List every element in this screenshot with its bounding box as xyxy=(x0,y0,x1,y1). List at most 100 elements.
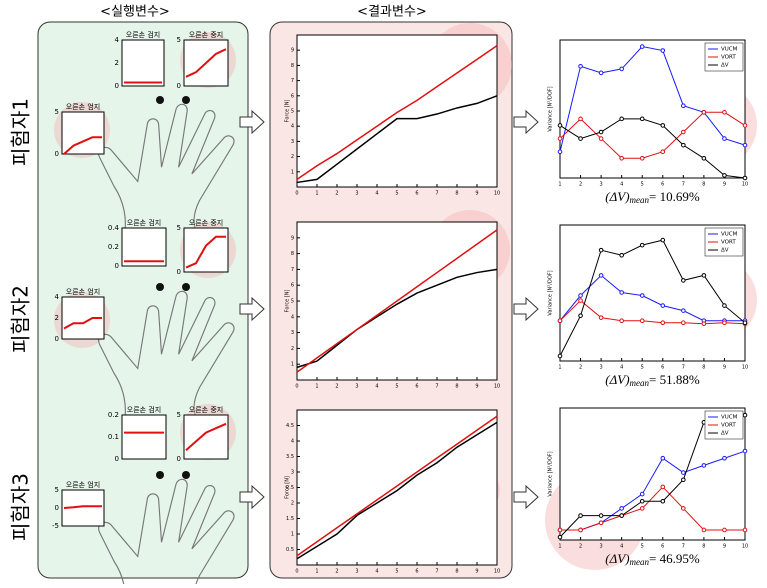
series-marker xyxy=(639,116,645,122)
series-line xyxy=(559,118,746,179)
series-marker xyxy=(701,273,707,278)
x-tick-label: 7 xyxy=(435,191,438,197)
series-marker xyxy=(701,463,707,468)
legend-label: ΔV xyxy=(721,431,729,437)
input-header: <실행변수> xyxy=(100,4,170,20)
series-marker xyxy=(681,103,686,109)
inset-y-tick: 0 xyxy=(55,504,59,512)
content: 피험자1 오른손 엄지 0 5 오른손 검지 0 2 4 오른손 중지 0 5 0 1 2 3 4 5 6 7 8 9 1… xyxy=(9,23,757,588)
x-tick-label: 2 xyxy=(579,544,582,550)
y-tick-label: 7 xyxy=(291,78,294,84)
series-marker xyxy=(742,123,748,128)
legend-label: ΔV xyxy=(721,248,729,254)
series-marker xyxy=(639,293,645,298)
series-marker xyxy=(578,313,583,318)
inset-title: 오른손 검지 xyxy=(126,30,160,39)
y-axis-label: Variance [N²/DOF] xyxy=(548,86,554,131)
series-marker xyxy=(639,155,645,161)
series-marker xyxy=(578,63,583,69)
x-tick-label: 7 xyxy=(682,365,685,371)
inset-y-tick: 0 xyxy=(55,150,59,158)
x-tick-label: 2 xyxy=(579,365,582,371)
y-axis-label: Force [N] xyxy=(285,476,291,499)
inset-frame xyxy=(121,414,167,460)
x-tick-label: 5 xyxy=(641,365,644,371)
series-marker xyxy=(742,412,748,418)
x-tick-label: 4 xyxy=(375,569,378,575)
series-marker xyxy=(701,109,707,115)
caption-sub: mean xyxy=(630,378,650,388)
series-marker xyxy=(578,116,583,122)
series-marker xyxy=(598,129,604,135)
inset-title: 오른손 중지 xyxy=(189,218,223,227)
legend-label: VORT xyxy=(721,423,736,429)
series-line xyxy=(296,229,498,373)
x-tick-label: 10 xyxy=(494,191,500,197)
caption-main: (ΔV) xyxy=(605,372,629,387)
caption-value: = 10.69% xyxy=(649,189,700,204)
caption-main: (ΔV) xyxy=(605,189,629,204)
series-marker xyxy=(619,318,624,324)
x-tick-label: 5 xyxy=(641,182,644,188)
y-tick-label: 8 xyxy=(291,63,294,69)
y-tick-label: 1.5 xyxy=(286,516,294,522)
series-marker xyxy=(681,129,686,135)
x-tick-label: 10 xyxy=(742,365,748,371)
caption-main: (ΔV) xyxy=(605,551,629,566)
series-marker xyxy=(557,149,563,155)
y-tick-label: 2.5 xyxy=(286,485,294,491)
series-marker xyxy=(660,455,666,461)
inset-y-tick: 0.2 xyxy=(108,411,119,419)
inset-y-tick: 0 xyxy=(177,82,181,90)
joint-dot xyxy=(156,283,164,291)
y-tick-label: 8 xyxy=(291,251,294,257)
subject-label: 피험자2 xyxy=(9,285,33,353)
x-tick-label: 7 xyxy=(435,569,438,575)
y-tick-label: 4.5 xyxy=(286,423,294,429)
x-tick-label: 7 xyxy=(682,544,685,550)
series-marker xyxy=(598,247,604,253)
caption: (ΔV)mean= 46.95% xyxy=(605,551,700,567)
x-tick-label: 10 xyxy=(742,182,748,188)
y-tick-label: 3.5 xyxy=(286,454,294,460)
series-marker xyxy=(660,320,666,326)
inset-title: 오른손 검지 xyxy=(127,218,161,227)
series-marker xyxy=(722,109,727,115)
series-marker xyxy=(598,315,604,320)
series-marker xyxy=(598,273,604,278)
inset-title: 오른손 중지 xyxy=(189,405,223,414)
x-tick-label: 8 xyxy=(455,569,458,575)
inset-y-tick: 5 xyxy=(177,224,181,232)
series-marker xyxy=(619,513,624,518)
series-marker xyxy=(598,513,604,518)
y-tick-label: 5 xyxy=(291,109,294,115)
y-axis-label: Variance [N²/DOF] xyxy=(548,451,554,496)
series-marker xyxy=(681,506,686,511)
x-tick-label: 2 xyxy=(335,569,338,575)
y-tick-label: 9 xyxy=(291,235,294,241)
series-line xyxy=(296,415,498,557)
arrow xyxy=(513,485,539,509)
x-tick-label: 6 xyxy=(661,182,664,188)
inset-y-tick: 0 xyxy=(115,82,119,90)
series-marker xyxy=(742,527,748,533)
legend-label: ΔV xyxy=(721,63,729,69)
legend-label: VUCM xyxy=(721,47,738,53)
y-tick-label: 9 xyxy=(291,48,294,54)
series-marker xyxy=(660,149,666,155)
series-marker xyxy=(722,173,727,178)
series-marker xyxy=(557,353,563,359)
y-axis-label: Force [N] xyxy=(285,290,291,313)
series-marker xyxy=(619,116,624,122)
series-marker xyxy=(578,298,583,303)
series-marker xyxy=(557,527,563,533)
y-axis-label: Variance [N²/DOF] xyxy=(548,270,554,315)
series-marker xyxy=(681,142,686,148)
x-tick-label: 7 xyxy=(435,384,438,390)
series-marker xyxy=(660,484,666,490)
series-marker xyxy=(619,506,624,511)
series-marker xyxy=(660,303,666,308)
inset-y-tick: 5 xyxy=(177,36,181,44)
plot-frame xyxy=(296,409,498,566)
inset-y-tick: 5 xyxy=(177,411,181,419)
